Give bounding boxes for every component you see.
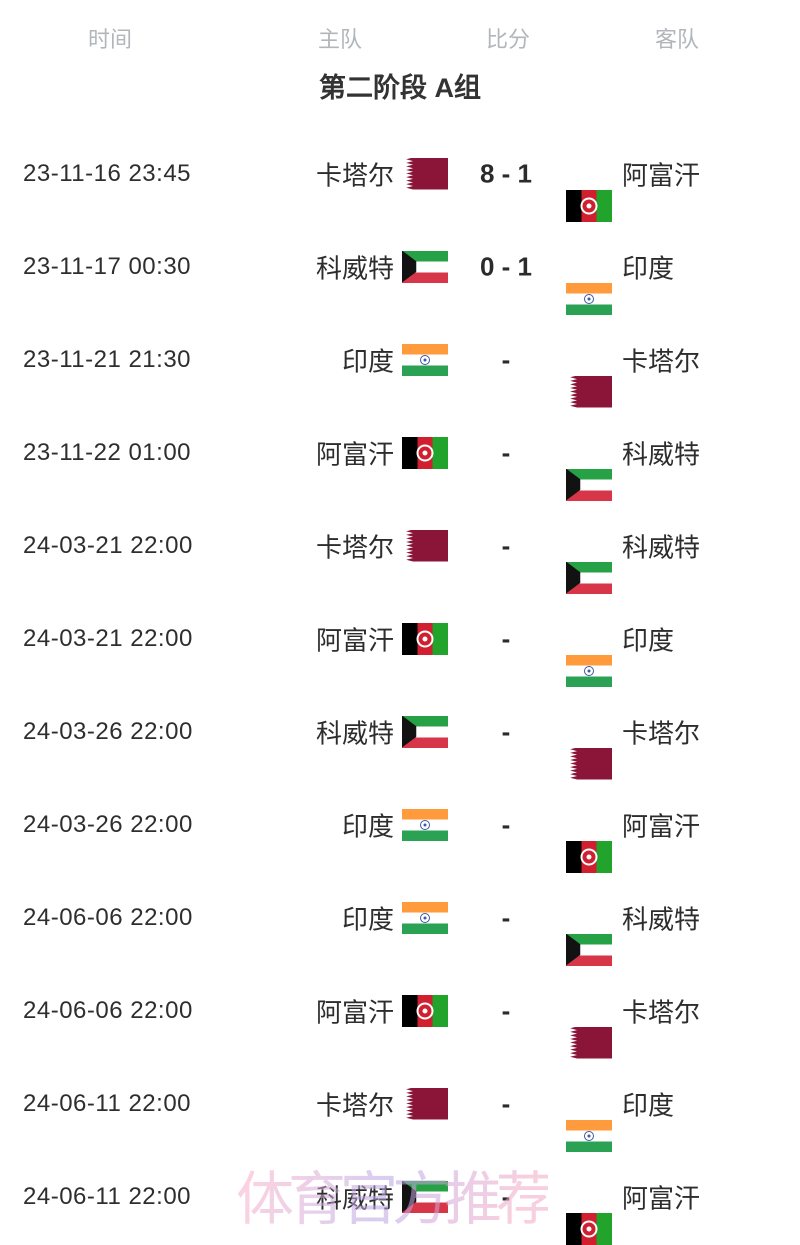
match-score: - <box>501 995 511 1025</box>
match-time: 24-03-21 22:00 <box>23 624 193 652</box>
match-score: - <box>501 344 511 374</box>
away-team-flag-icon <box>566 933 612 966</box>
home-team-name: 阿富汗 <box>315 439 394 469</box>
home-team-name: 卡塔尔 <box>315 1090 394 1120</box>
column-header-score: 比分 <box>485 27 530 52</box>
match-score: 0 - 1 <box>479 251 533 281</box>
away-team-flag-icon <box>566 747 612 780</box>
home-team-flag-icon <box>402 1087 448 1120</box>
away-team-name: 卡塔尔 <box>622 997 701 1027</box>
match-score: 8 - 1 <box>479 158 533 188</box>
match-time: 24-06-11 22:00 <box>23 1089 192 1117</box>
home-team-flag-icon <box>402 901 448 934</box>
match-score: - <box>501 623 511 653</box>
away-team-flag-icon <box>566 1119 612 1152</box>
away-team-name: 卡塔尔 <box>622 718 701 748</box>
match-row[interactable]: 24-06-11 22:00 卡塔尔 - 印度 <box>0 1057 800 1152</box>
away-team-flag-icon <box>566 282 612 315</box>
match-time: 24-03-26 22:00 <box>23 717 193 745</box>
match-row[interactable]: 23-11-22 01:00 阿富汗 - 科威特 <box>0 406 800 501</box>
match-time: 24-03-21 22:00 <box>23 531 193 559</box>
away-team-name: 科威特 <box>622 439 701 469</box>
match-row[interactable]: 24-03-21 22:00 阿富汗 - 印度 <box>0 592 800 687</box>
match-time: 24-06-06 22:00 <box>23 903 193 931</box>
home-team-name: 印度 <box>341 811 394 841</box>
away-team-name: 阿富汗 <box>622 1183 701 1213</box>
home-team-name: 印度 <box>341 346 394 376</box>
column-header-home: 主队 <box>317 27 362 52</box>
home-team-name: 卡塔尔 <box>315 160 394 190</box>
home-team-name: 科威特 <box>315 253 394 283</box>
away-team-name: 印度 <box>622 1090 675 1120</box>
match-score: - <box>501 902 511 932</box>
away-team-name: 科威特 <box>622 532 701 562</box>
match-score: - <box>501 437 511 467</box>
match-row[interactable]: 24-06-06 22:00 印度 - 科威特 <box>0 871 800 966</box>
match-row[interactable]: 24-06-11 22:00 科威特 - 阿富汗 <box>0 1150 800 1245</box>
home-team-name: 阿富汗 <box>315 625 394 655</box>
match-score: - <box>501 1181 511 1211</box>
away-team-flag-icon <box>566 468 612 501</box>
match-list: 23-11-16 23:45 卡塔尔 8 - 1 阿富汗 23-11-17 00… <box>0 127 800 1245</box>
home-team-flag-icon <box>402 715 448 748</box>
away-team-flag-icon <box>566 1026 612 1059</box>
match-time: 23-11-17 00:30 <box>23 252 192 280</box>
home-team-flag-icon <box>402 994 448 1027</box>
away-team-flag-icon <box>566 375 612 408</box>
home-team-flag-icon <box>402 436 448 469</box>
away-team-flag-icon <box>566 189 612 222</box>
away-team-name: 印度 <box>622 625 675 655</box>
away-team-name: 阿富汗 <box>622 160 701 190</box>
home-team-name: 印度 <box>341 904 394 934</box>
home-team-flag-icon <box>402 250 448 283</box>
group-stage-title: 第二阶段 A组 <box>319 73 481 103</box>
home-team-name: 阿富汗 <box>315 997 394 1027</box>
match-time: 24-06-11 22:00 <box>23 1182 192 1210</box>
match-score: - <box>501 530 511 560</box>
match-time: 23-11-21 21:30 <box>23 345 192 373</box>
home-team-flag-icon <box>402 343 448 376</box>
match-time: 24-03-26 22:00 <box>23 810 193 838</box>
home-team-name: 科威特 <box>315 1183 394 1213</box>
home-team-flag-icon <box>402 808 448 841</box>
match-row[interactable]: 24-03-21 22:00 卡塔尔 - 科威特 <box>0 499 800 594</box>
home-team-name: 卡塔尔 <box>315 532 394 562</box>
away-team-name: 阿富汗 <box>622 811 701 841</box>
away-team-flag-icon <box>566 654 612 687</box>
match-score: - <box>501 1088 511 1118</box>
match-time: 23-11-16 23:45 <box>23 159 192 187</box>
away-team-name: 印度 <box>622 253 675 283</box>
match-time: 24-06-06 22:00 <box>23 996 193 1024</box>
away-team-name: 卡塔尔 <box>622 346 701 376</box>
home-team-flag-icon <box>402 157 448 190</box>
home-team-flag-icon <box>402 622 448 655</box>
match-row[interactable]: 24-06-06 22:00 阿富汗 - 卡塔尔 <box>0 964 800 1059</box>
away-team-flag-icon <box>566 1212 612 1245</box>
match-score: - <box>501 809 511 839</box>
home-team-flag-icon <box>402 1180 448 1213</box>
match-score: - <box>501 716 511 746</box>
away-team-flag-icon <box>566 561 612 594</box>
column-header-away: 客队 <box>654 27 699 52</box>
away-team-name: 科威特 <box>622 904 701 934</box>
column-header-time: 时间 <box>87 27 132 52</box>
match-row[interactable]: 23-11-17 00:30 科威特 0 - 1 印度 <box>0 220 800 315</box>
match-row[interactable]: 23-11-16 23:45 卡塔尔 8 - 1 阿富汗 <box>0 127 800 222</box>
match-row[interactable]: 24-03-26 22:00 科威特 - 卡塔尔 <box>0 685 800 780</box>
match-row[interactable]: 23-11-21 21:30 印度 - 卡塔尔 <box>0 313 800 408</box>
home-team-flag-icon <box>402 529 448 562</box>
home-team-name: 科威特 <box>315 718 394 748</box>
match-time: 23-11-22 01:00 <box>23 438 192 466</box>
away-team-flag-icon <box>566 840 612 873</box>
match-row[interactable]: 24-03-26 22:00 印度 - 阿富汗 <box>0 778 800 873</box>
